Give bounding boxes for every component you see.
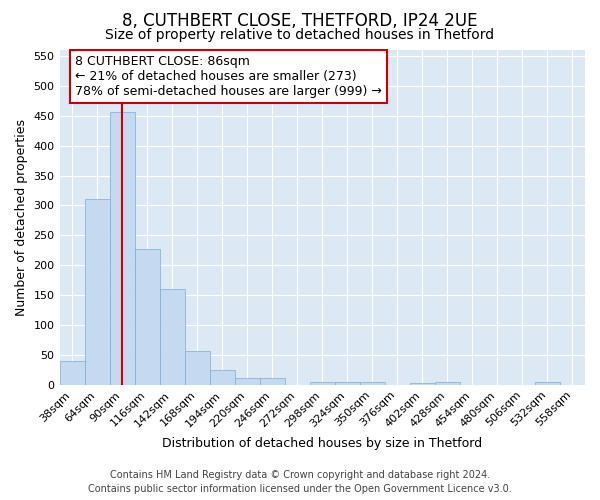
Bar bbox=[185, 350, 209, 385]
X-axis label: Distribution of detached houses by size in Thetford: Distribution of detached houses by size … bbox=[162, 437, 482, 450]
Bar bbox=[410, 383, 435, 385]
Bar bbox=[110, 112, 134, 385]
Text: Contains HM Land Registry data © Crown copyright and database right 2024.
Contai: Contains HM Land Registry data © Crown c… bbox=[88, 470, 512, 494]
Bar bbox=[535, 382, 560, 385]
Bar bbox=[59, 361, 85, 385]
Text: 8 CUTHBERT CLOSE: 86sqm
← 21% of detached houses are smaller (273)
78% of semi-d: 8 CUTHBERT CLOSE: 86sqm ← 21% of detache… bbox=[76, 55, 382, 98]
Y-axis label: Number of detached properties: Number of detached properties bbox=[15, 119, 28, 316]
Bar bbox=[310, 382, 335, 385]
Bar bbox=[160, 289, 185, 385]
Text: 8, CUTHBERT CLOSE, THETFORD, IP24 2UE: 8, CUTHBERT CLOSE, THETFORD, IP24 2UE bbox=[122, 12, 478, 30]
Bar bbox=[209, 370, 235, 385]
Bar bbox=[85, 200, 110, 385]
Bar bbox=[435, 382, 460, 385]
Bar bbox=[260, 378, 285, 385]
Bar bbox=[134, 248, 160, 385]
Bar bbox=[360, 382, 385, 385]
Bar bbox=[235, 378, 260, 385]
Bar bbox=[335, 382, 360, 385]
Text: Size of property relative to detached houses in Thetford: Size of property relative to detached ho… bbox=[106, 28, 494, 42]
